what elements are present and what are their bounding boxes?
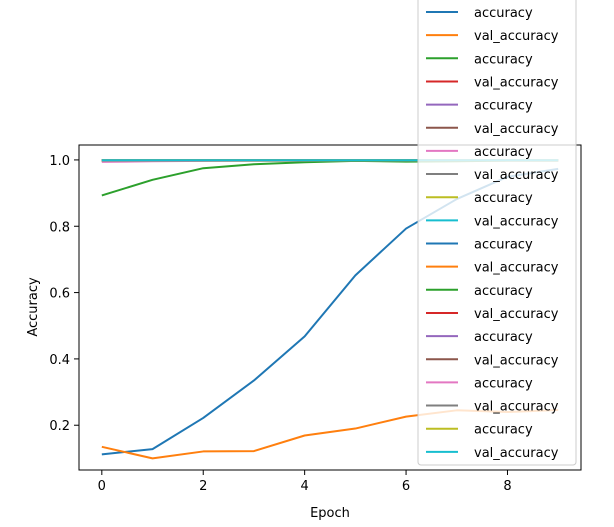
y-axis-label: Accuracy [26, 277, 41, 337]
legend-entry-16: accuracy [474, 376, 533, 391]
x-tick-label-3: 6 [402, 479, 410, 494]
legend-entry-3: val_accuracy [474, 75, 559, 90]
legend-entry-10: accuracy [474, 238, 533, 253]
legend-box [417, 0, 577, 466]
y-tick-label-1: 0.4 [49, 353, 70, 368]
legend-entry-17: val_accuracy [474, 400, 559, 415]
y-axis: 0.2 0.4 0.6 0.8 1.0 [49, 154, 79, 434]
legend: accuracy val_accuracy accuracy val_accuracy… [417, 0, 577, 466]
x-tick-label-4: 8 [503, 479, 511, 494]
y-tick-label-0: 0.2 [49, 419, 70, 434]
x-tick-label-0: 0 [98, 479, 106, 494]
legend-entry-5: val_accuracy [474, 122, 559, 137]
legend-entry-4: accuracy [474, 99, 533, 114]
x-axis-label: Epoch [310, 506, 350, 521]
x-tick-label-1: 2 [199, 479, 207, 494]
legend-entry-15: val_accuracy [474, 353, 559, 368]
legend-entry-18: accuracy [474, 423, 533, 438]
legend-entry-11: val_accuracy [474, 261, 559, 276]
y-tick-label-4: 1.0 [49, 154, 70, 169]
legend-entry-6: accuracy [474, 145, 533, 160]
legend-entry-14: accuracy [474, 330, 533, 345]
plot-frame [78, 144, 582, 471]
legend-entry-9: val_accuracy [474, 214, 559, 229]
y-tick-label-2: 0.6 [49, 287, 70, 302]
legend-entry-13: val_accuracy [474, 307, 559, 322]
legend-entry-8: accuracy [474, 191, 533, 206]
legend-entry-7: val_accuracy [474, 168, 559, 183]
x-axis: 0 2 4 6 8 [98, 470, 512, 494]
legend-entry-1: val_accuracy [474, 29, 559, 44]
legend-entry-12: accuracy [474, 284, 533, 299]
x-tick-label-2: 4 [301, 479, 309, 494]
legend-entry-2: accuracy [474, 52, 533, 67]
legend-entry-19: val_accuracy [474, 446, 559, 461]
legend-entry-0: accuracy [474, 6, 533, 21]
y-tick-label-3: 0.8 [49, 220, 70, 235]
